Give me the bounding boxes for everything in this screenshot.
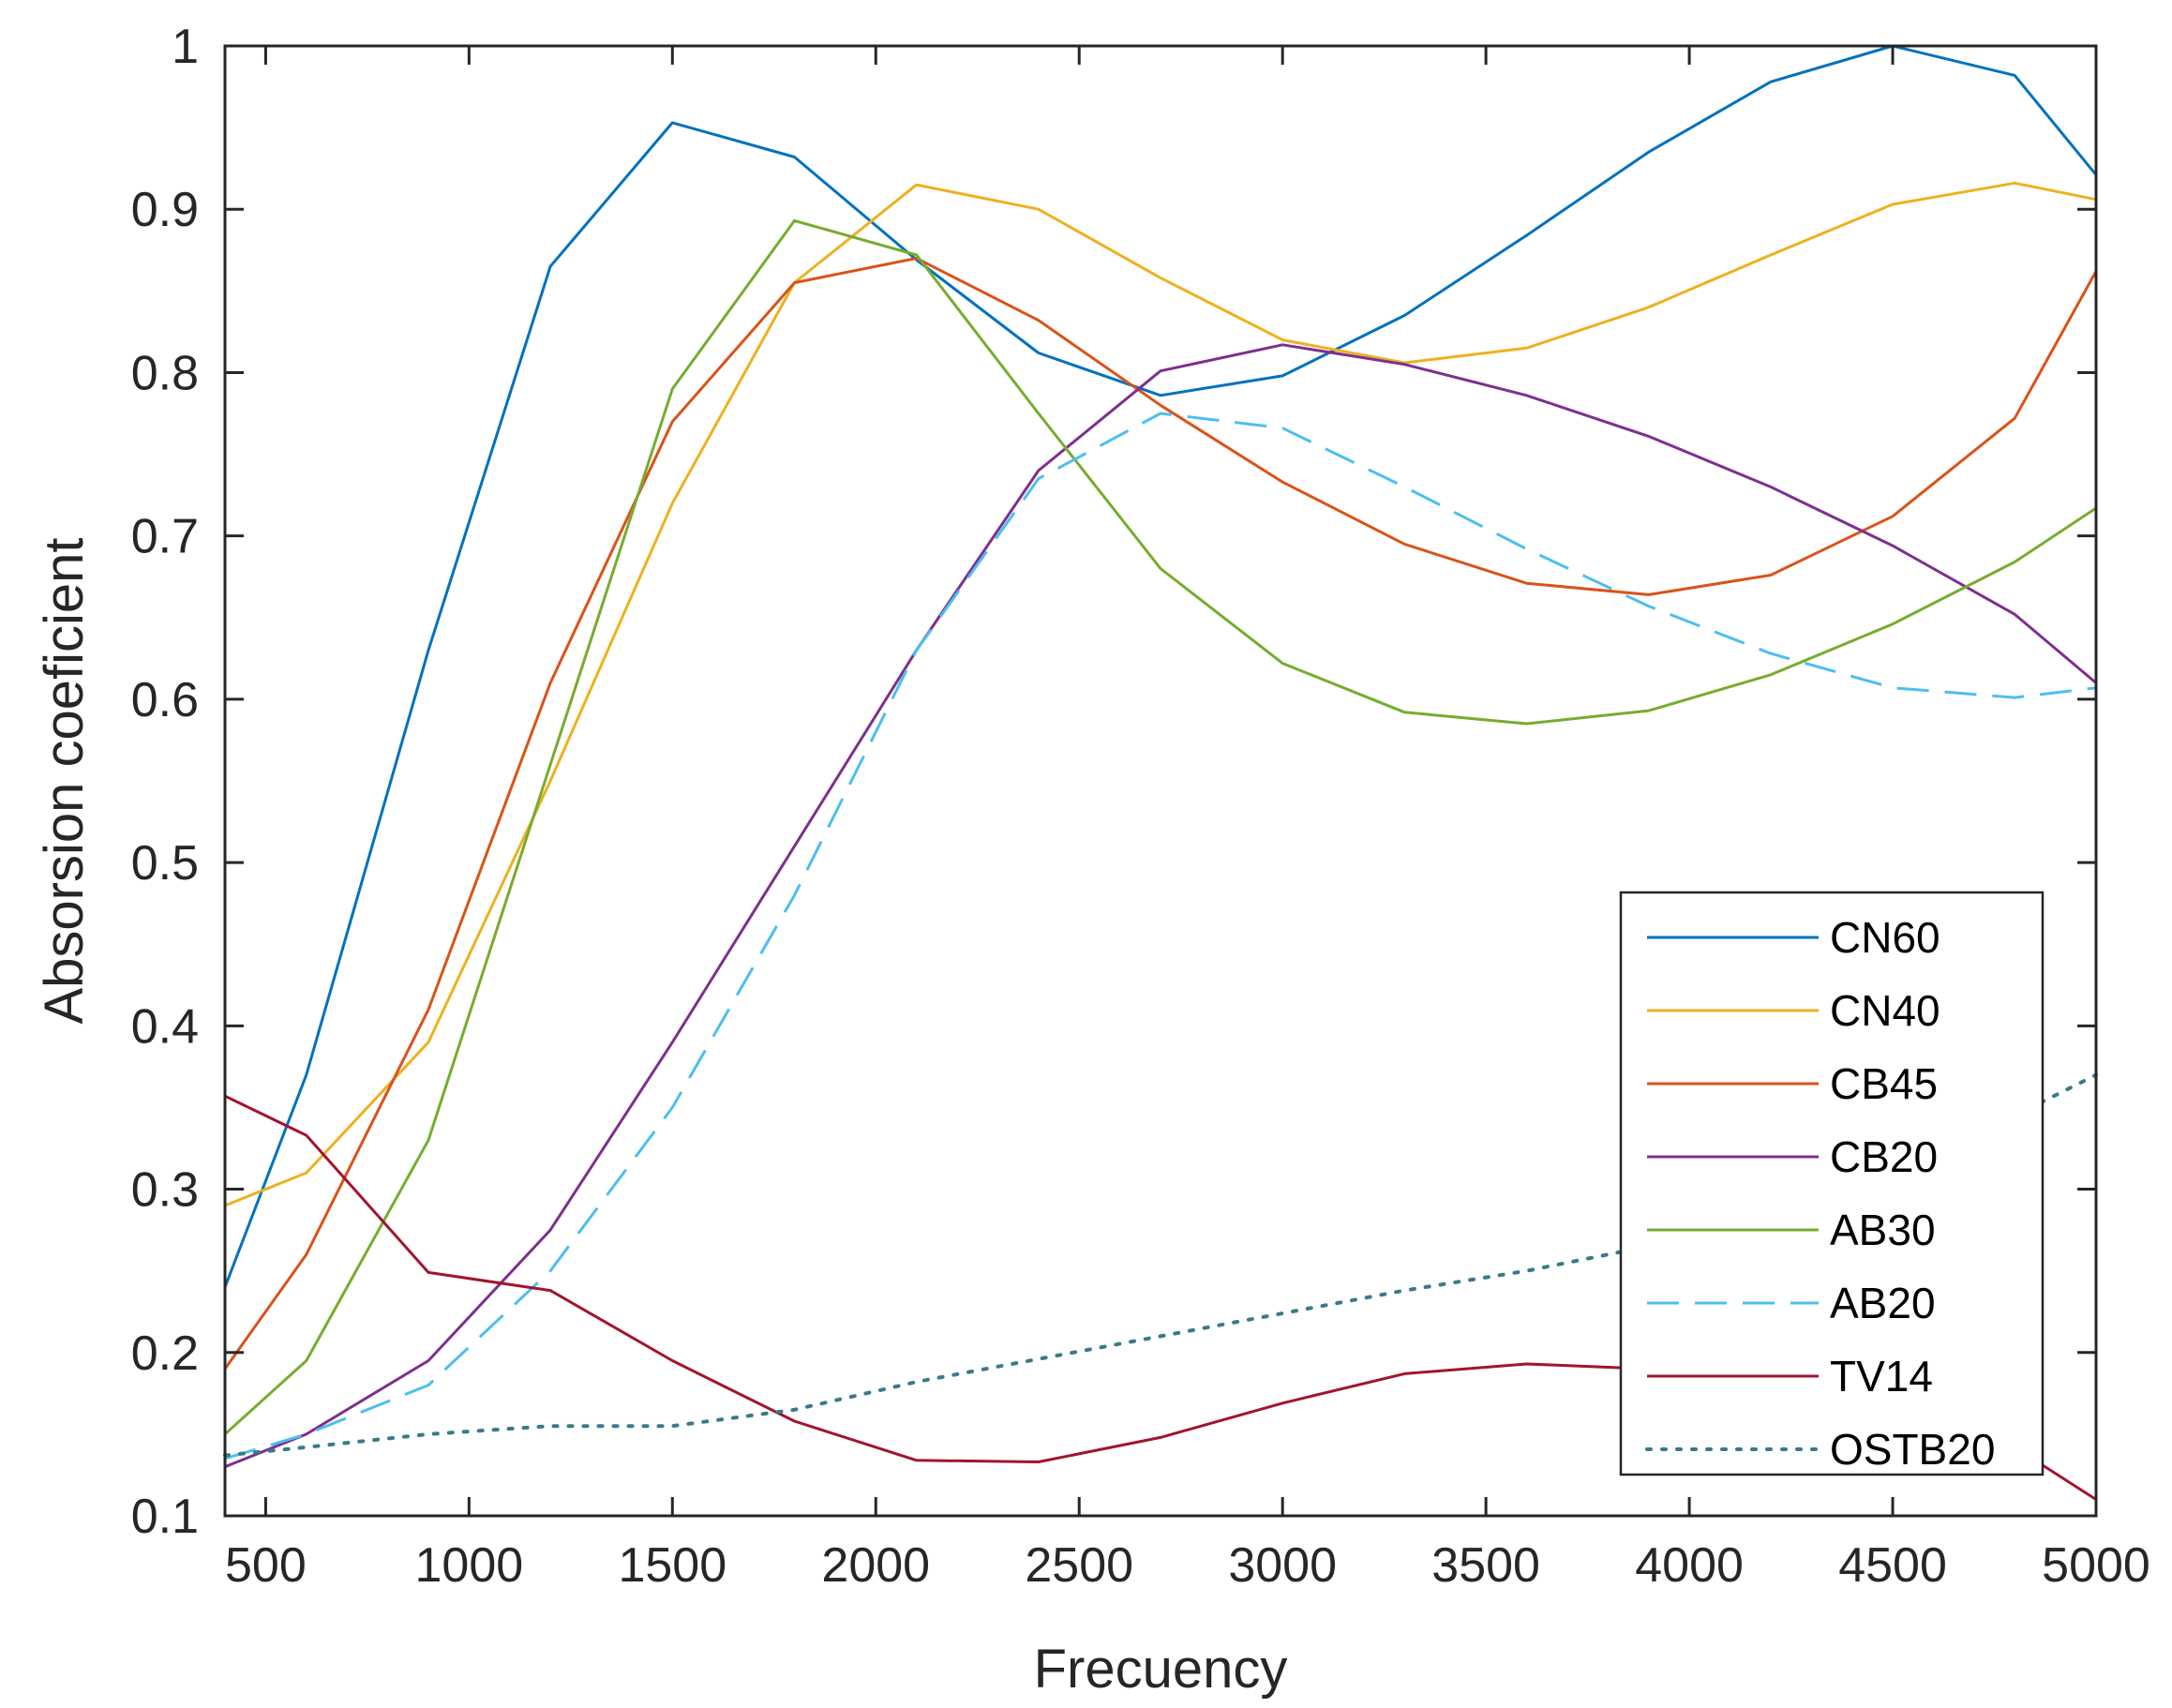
legend-label-ab30: AB30 — [1830, 1206, 1936, 1254]
legend-items: CN60 CN40 CB45 CB20 AB30 AB20 TV14 OSTB20 — [1645, 913, 1995, 1474]
y-tick-label: 0.6 — [131, 673, 199, 727]
plot-frame — [223, 44, 2098, 1518]
legend-label-tv14: TV14 — [1830, 1352, 1933, 1401]
legend-label-ostb20: OSTB20 — [1830, 1425, 1995, 1474]
x-tick-label: 3000 — [1228, 1538, 1337, 1593]
x-tick-label: 500 — [225, 1538, 307, 1593]
y-axis-label: Absorsion coeficient — [34, 537, 95, 1024]
legend-label-cn40: CN40 — [1830, 986, 1940, 1035]
y-tick-label: 0.8 — [131, 346, 199, 400]
y-tick-label: 0.7 — [131, 510, 199, 564]
x-axis-label: Frecuency — [1034, 1639, 1288, 1700]
series-line-ostb20 — [223, 1072, 2098, 1458]
x-tick-label: 4000 — [1635, 1538, 1744, 1593]
series-line-cn60 — [223, 44, 2098, 1288]
series-line-cn40 — [224, 181, 2097, 1207]
series-line-cb45 — [223, 257, 2098, 1371]
legend-label-cn60: CN60 — [1830, 913, 1940, 962]
series-layer — [223, 44, 2098, 1501]
y-tick-label: 0.9 — [131, 183, 199, 237]
x-tick-label: 3500 — [1431, 1538, 1540, 1593]
legend-label-cb45: CB45 — [1830, 1059, 1938, 1108]
y-tick-label: 1 — [172, 20, 199, 74]
series-line-ab30 — [223, 218, 2097, 1436]
x-tick-label: 4500 — [1838, 1538, 1947, 1593]
y-tick-label: 0.2 — [131, 1326, 199, 1381]
series-line-ab20 — [224, 412, 2097, 1461]
y-tick-label: 0.1 — [131, 1490, 199, 1544]
y-tick-label: 0.4 — [131, 999, 199, 1054]
x-tick-label: 2000 — [821, 1538, 930, 1593]
x-tick-label: 2500 — [1025, 1538, 1133, 1593]
legend: CN60 CN40 CB45 CB20 AB30 AB20 TV14 OSTB20 — [1619, 891, 2045, 1476]
legend-label-cb20: CB20 — [1830, 1132, 1938, 1181]
x-tick-label: 1000 — [415, 1538, 524, 1593]
y-tick-label: 0.5 — [131, 836, 199, 891]
tick-layer: 500 1000 1500 2000 2500 3000 3500 4000 4500 5000 0… — [131, 20, 2150, 1593]
x-tick-label: 1500 — [618, 1538, 726, 1593]
x-tick-label: 5000 — [2042, 1538, 2150, 1593]
y-tick-label: 0.3 — [131, 1163, 199, 1218]
legend-label-ab20: AB20 — [1830, 1279, 1936, 1327]
series-line-cb20 — [224, 343, 2097, 1469]
